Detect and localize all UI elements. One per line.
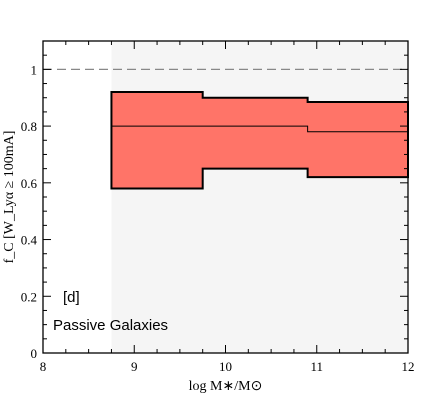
y-tick-label: 0.4 bbox=[21, 233, 38, 248]
median-line bbox=[111, 125, 408, 133]
y-tick-label: 0.2 bbox=[21, 289, 37, 304]
x-axis-label: log M∗/M⊙ bbox=[189, 379, 263, 394]
background-region bbox=[111, 41, 408, 353]
x-tick-label: 11 bbox=[310, 359, 323, 374]
y-tick-label: 1 bbox=[31, 62, 38, 77]
panel-label: [d] bbox=[63, 289, 80, 306]
y-tick-label: 0.6 bbox=[21, 176, 38, 191]
sample-label: Passive Galaxies bbox=[53, 317, 168, 334]
y-tick-label: 0.8 bbox=[21, 119, 37, 134]
x-tick-label: 9 bbox=[131, 359, 138, 374]
x-tick-label: 10 bbox=[219, 359, 232, 374]
y-axis-label: f_C [W_Lyα ≥ 100mA] bbox=[2, 131, 17, 264]
x-tick-label: 12 bbox=[402, 359, 415, 374]
plot-frame bbox=[42, 40, 409, 354]
y-tick-label: 0 bbox=[31, 346, 38, 361]
tick-labels: 8 9 10 11 12 0 0.2 0.4 0.6 0.8 1 bbox=[21, 62, 415, 374]
x-tick-label: 8 bbox=[40, 359, 47, 374]
